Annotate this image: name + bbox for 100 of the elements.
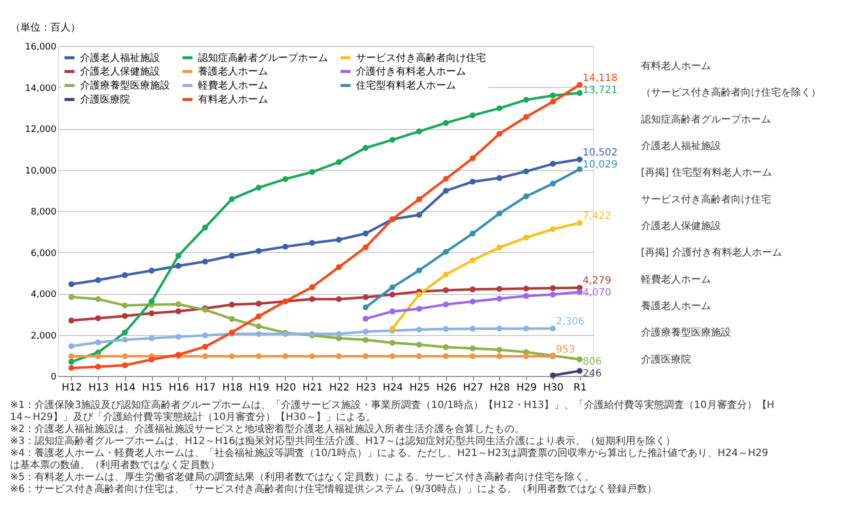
legend-label: 住宅型有料老人ホーム <box>356 80 456 92</box>
y-axis-title: （単位：百人） <box>10 22 80 34</box>
point <box>550 98 556 105</box>
point <box>442 176 449 182</box>
point <box>576 156 583 162</box>
point <box>442 188 449 194</box>
point <box>550 92 556 98</box>
point <box>496 346 502 353</box>
point <box>416 306 422 312</box>
point <box>228 252 235 259</box>
point <box>336 353 342 360</box>
text: 認知症高齢者グループホーム <box>641 113 771 126</box>
point <box>256 313 262 320</box>
point <box>442 287 449 294</box>
point <box>202 332 208 338</box>
point <box>416 342 422 348</box>
point <box>442 272 449 278</box>
point <box>496 286 502 292</box>
point <box>228 316 235 322</box>
point <box>470 257 476 264</box>
legend-label: 介護医療院 <box>80 94 130 106</box>
text: [再掲] 住宅型有料老人ホーム <box>641 166 772 179</box>
text: ※6：サービス付き高齢者向け住宅は、「サービス付き高齢者向け住宅情報提供システム（9/30時点）」による。（利用者数ではなく登録戸数） <box>10 483 658 495</box>
point <box>228 196 235 202</box>
x-tick-label: R1 <box>573 382 587 394</box>
point <box>68 343 74 350</box>
y-tick-label: 14,000 <box>25 84 57 94</box>
point <box>122 313 128 319</box>
text: ※5：有料老人ホームは、厚生労働省老健局の調査結果（利用者数ではなく定員数）による。サービス付き高齢者向け住宅を除く。 <box>10 471 595 483</box>
point <box>470 112 476 118</box>
point <box>309 240 316 246</box>
point <box>68 353 74 360</box>
text: サービス付き高齢者向け住宅 <box>641 193 771 206</box>
point <box>389 340 396 346</box>
point <box>95 277 102 284</box>
data-label: 10,029 <box>582 159 618 170</box>
point <box>309 169 316 175</box>
point <box>496 353 502 360</box>
point <box>202 353 208 360</box>
text: （サービス付き高齢者向け住宅を除く） <box>641 86 821 99</box>
point <box>282 176 288 182</box>
x-tick-label: H14 <box>115 382 136 394</box>
point <box>550 180 556 187</box>
point <box>496 326 502 332</box>
point <box>95 296 102 302</box>
point <box>362 230 369 236</box>
point <box>362 336 369 343</box>
point <box>148 356 155 362</box>
x-tick-label: H24 <box>382 382 403 394</box>
point <box>256 323 262 330</box>
data-label: 4,070 <box>582 288 612 299</box>
point <box>68 281 74 288</box>
point <box>550 372 556 378</box>
point <box>228 302 235 308</box>
point <box>550 285 556 292</box>
x-tick-label: H21 <box>302 382 323 394</box>
x-tick-label: H22 <box>329 382 350 394</box>
y-tick-label: 6,000 <box>30 248 57 259</box>
point <box>576 289 583 296</box>
point <box>309 353 316 360</box>
y-tick-label: 8,000 <box>30 208 57 218</box>
text: ※1：介護保険3施設及び認知症高齢者グループホームは、「介護サービス施設・事業所調査（10/1時点）【H12・H13】」、「介護給付費等実態調査（10月審査分）【H14～H29】」及び「介護給付費等実態統計（10月審査分）【H30～】」による。 <box>10 399 774 423</box>
point <box>470 353 476 360</box>
text: 介護療養型医療施設 <box>641 326 731 339</box>
point <box>175 301 182 308</box>
point <box>470 230 476 236</box>
point <box>336 264 342 270</box>
point <box>122 362 128 368</box>
text: ※3：認知症高齢者グループホームは、H12～H16は痴呆対応型共同生活介護、H17～は認知症対応型共同生活介護により表示。（短期利用を除く） <box>10 435 676 447</box>
point <box>362 244 369 250</box>
y-tick-label: 10,000 <box>25 166 57 176</box>
data-label: 13,721 <box>582 84 618 96</box>
point <box>442 326 449 332</box>
point <box>576 90 583 96</box>
point <box>95 364 102 370</box>
legend-label: 有料老人ホーム <box>198 94 268 106</box>
point <box>175 252 182 259</box>
point <box>282 353 288 360</box>
text: 介護老人福祉施設 <box>641 140 721 152</box>
x-tick-label: H26 <box>436 382 456 394</box>
point <box>309 296 316 302</box>
x-tick-label: H29 <box>516 382 537 394</box>
point <box>148 310 155 316</box>
legend-label: 養護老人ホーム <box>198 66 268 78</box>
text: 養護老人ホーム <box>641 300 711 312</box>
point <box>576 220 583 226</box>
point <box>256 248 262 254</box>
x-tick-label: H23 <box>356 382 376 394</box>
text: 有料老人ホーム <box>641 60 711 72</box>
point <box>576 368 583 374</box>
point <box>362 353 369 360</box>
point <box>336 330 342 337</box>
point <box>228 353 235 360</box>
data-label: 953 <box>556 344 575 356</box>
point <box>389 308 396 314</box>
legend-label: 介護付き有料老人ホーム <box>356 66 466 78</box>
point <box>336 236 342 243</box>
x-tick-label: H17 <box>196 382 216 394</box>
point <box>416 326 422 333</box>
y-tick-label: 12,000 <box>25 125 57 135</box>
